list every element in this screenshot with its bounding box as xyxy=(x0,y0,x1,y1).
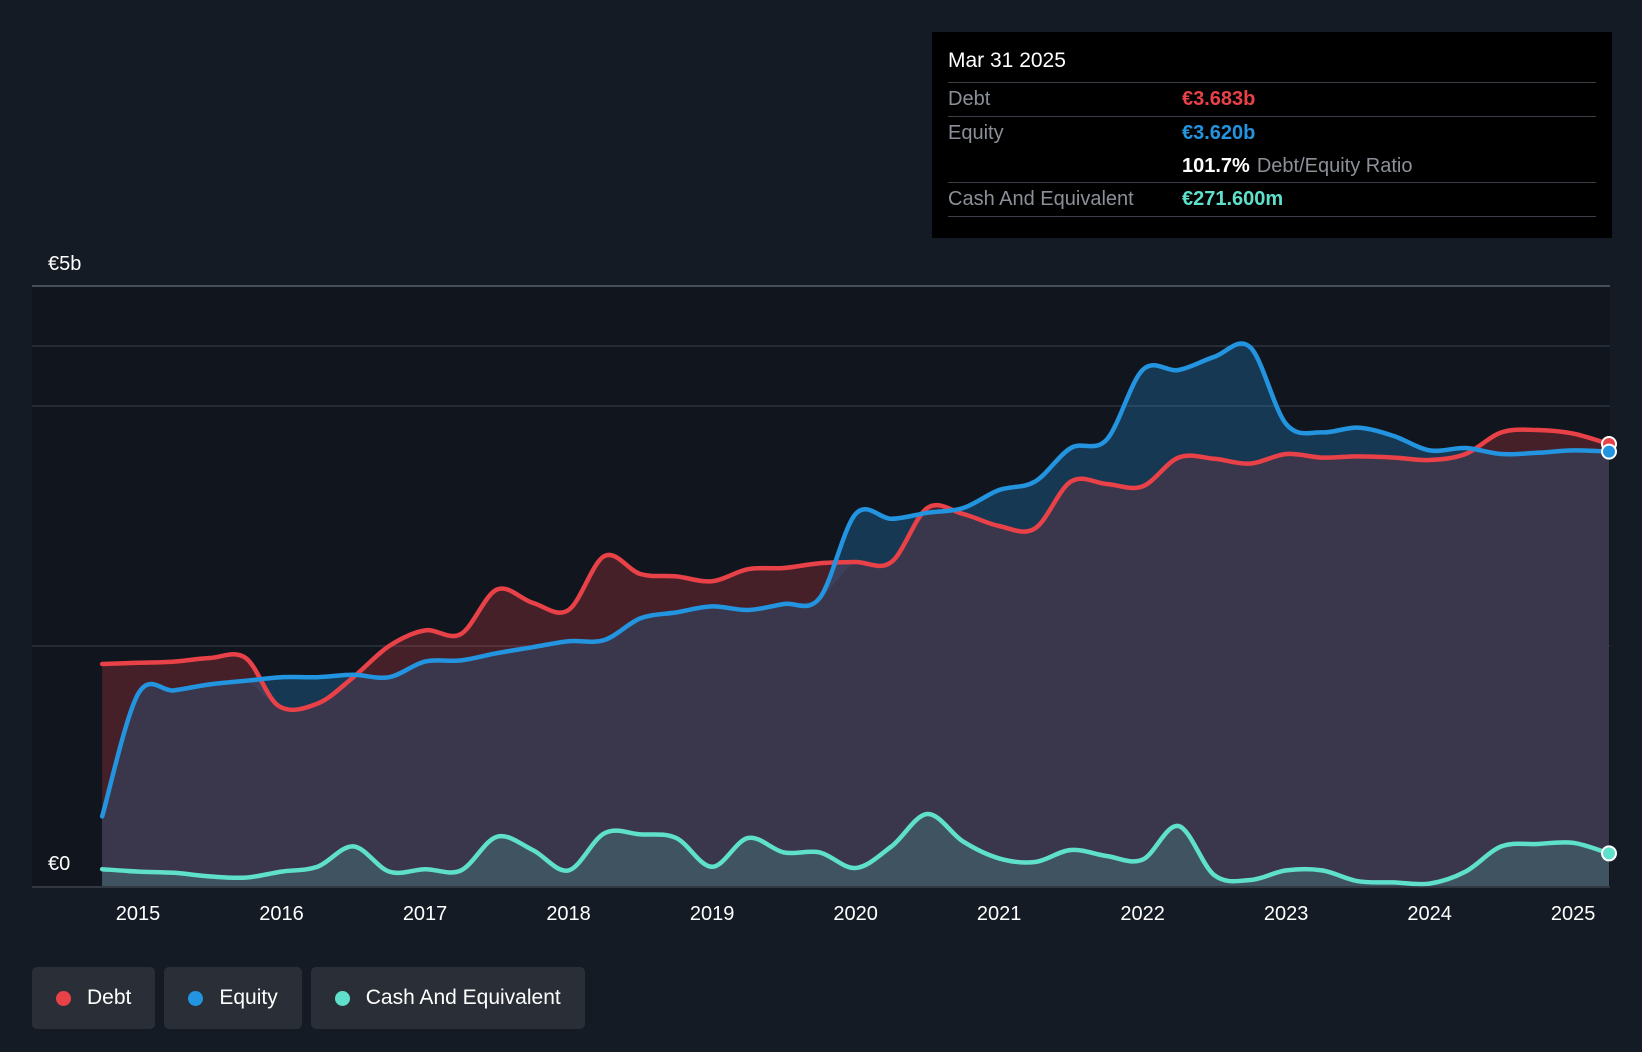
tooltip-cash-label: Cash And Equivalent xyxy=(948,188,1134,210)
tooltip-cash-value: €271.600m xyxy=(1182,188,1284,210)
x-tick-label-2015: 2015 xyxy=(116,903,161,925)
x-tick-label-2016: 2016 xyxy=(259,903,304,925)
x-tick-label-2021: 2021 xyxy=(977,903,1022,925)
tooltip-cash-row: Cash And Equivalent €271.600m xyxy=(948,182,1596,217)
legend-item-cash[interactable]: Cash And Equivalent xyxy=(310,967,585,1029)
hover-tooltip: Mar 31 2025 Debt €3.683b Equity €3.620b … xyxy=(932,32,1612,238)
chart-legend: Debt Equity Cash And Equivalent xyxy=(32,967,585,1029)
legend-dot-equity xyxy=(188,990,204,1006)
legend-item-equity[interactable]: Equity xyxy=(164,967,302,1029)
legend-item-debt[interactable]: Debt xyxy=(32,967,156,1029)
x-tick-label-2025: 2025 xyxy=(1551,903,1596,925)
overlap-area xyxy=(102,450,1610,886)
series-areas xyxy=(102,343,1610,887)
tooltip-date: Mar 31 2025 xyxy=(948,49,1066,72)
legend-label-debt: Debt xyxy=(87,986,132,1009)
debt-equity-chart: €5b €0 2015 2016 2017 2018 2019 2020 2021 2022 2… xyxy=(32,253,1617,925)
y-tick-label-max: €5b xyxy=(48,253,81,275)
tooltip-debt-row: Debt €3.683b xyxy=(948,82,1596,116)
x-tick-label-2017: 2017 xyxy=(403,903,448,925)
equity-line xyxy=(99,341,1612,819)
debt-line xyxy=(99,427,1612,713)
x-tick-label-2022: 2022 xyxy=(1120,903,1165,925)
legend-dot-cash xyxy=(334,990,350,1006)
series-endpoints xyxy=(1601,436,1617,862)
x-tick-label-2020: 2020 xyxy=(833,903,878,925)
tooltip-ratio-row: 101.7% Debt/Equity Ratio xyxy=(948,150,1596,182)
tooltip-equity-label: Equity xyxy=(948,122,1004,144)
y-tick-label-zero: €0 xyxy=(48,853,70,875)
legend-label-cash: Cash And Equivalent xyxy=(365,986,561,1009)
cash-and-equivalent-line xyxy=(99,811,1612,887)
cash-area-front xyxy=(102,813,1610,886)
tooltip-ratio-value: 101.7% xyxy=(1182,154,1250,177)
x-tick-label-2019: 2019 xyxy=(690,903,735,925)
tooltip-ratio-label: Debt/Equity Ratio xyxy=(1256,154,1413,177)
tooltip-equity-value: €3.620b xyxy=(1182,122,1256,144)
x-tick-label-2024: 2024 xyxy=(1407,903,1452,925)
tooltip-equity-row: Equity €3.620b xyxy=(948,116,1596,150)
legend-label-equity: Equity xyxy=(219,986,278,1009)
tooltip-debt-label: Debt xyxy=(948,88,991,110)
tooltip-debt-value: €3.683b xyxy=(1182,88,1256,110)
equity-endpoint xyxy=(1601,443,1617,460)
x-tick-label-2023: 2023 xyxy=(1264,903,1309,925)
legend-dot-debt xyxy=(56,990,71,1006)
cash-and-equivalent-endpoint xyxy=(1601,845,1617,862)
x-axis-ticks: 2015 2016 2017 2018 2019 2020 2021 2022 2023 2024… xyxy=(116,903,1596,925)
series-lines xyxy=(99,341,1612,887)
x-tick-label-2018: 2018 xyxy=(546,903,591,925)
